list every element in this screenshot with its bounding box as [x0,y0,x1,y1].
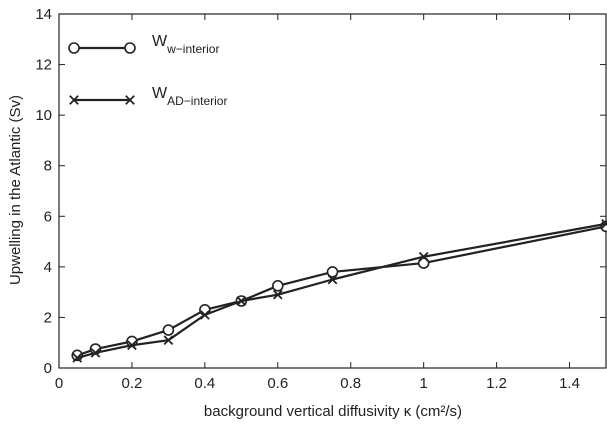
x-marker-stroke [69,95,79,105]
x-marker-stroke [418,251,429,262]
x-marker [327,274,338,285]
y-tick-label: 10 [35,107,52,124]
x-marker-stroke [327,274,338,285]
x-tick-label: 1 [419,375,427,392]
x-axis: 0 0.2 0.4 0.6 0.8 1 1.2 1.4 [55,14,580,392]
y-tick-label: 8 [44,158,52,175]
x-tick-label: 0 [55,375,63,392]
series-ad-interior [72,219,607,363]
x-marker-stroke [125,95,135,105]
x-marker [72,353,83,363]
x-tick-label: 0.4 [194,375,215,392]
x-marker-stroke [90,347,101,358]
y-tick-label: 14 [35,6,52,23]
legend-label-subscript: w−interior [166,42,219,56]
x-marker [69,95,79,105]
circle-marker [162,324,175,336]
circle-marker [326,266,339,278]
y-tick-label: 6 [44,208,52,225]
circle-marker [124,42,136,54]
x-marker-stroke [163,335,174,346]
series-layer [71,219,607,363]
y-tick-label: 0 [44,360,52,377]
x-marker-stroke [72,353,83,363]
x-marker [200,310,210,320]
circle-marker [417,257,430,269]
x-marker [601,219,607,229]
x-marker-stroke [272,289,283,300]
series-w-interior [71,220,607,362]
series-line [76,225,607,357]
x-marker [272,289,283,300]
series-line [76,222,607,359]
circle-marker [68,42,80,54]
legend-entry: WAD−interior [69,85,227,108]
x-tick-label: 0.2 [122,375,143,392]
x-marker [125,95,135,105]
x-tick-label: 1.2 [486,375,507,392]
plot-border [58,13,607,369]
x-marker [127,340,137,351]
x-tick-label: 0.6 [267,375,288,392]
y-tick-label: 2 [44,309,52,326]
x-marker-stroke [236,296,247,306]
x-marker [163,335,174,346]
x-marker-stroke [200,310,210,320]
y-tick-label: 12 [35,57,52,74]
y-tick-label: 4 [44,259,52,276]
x-marker-stroke [601,221,607,229]
plot-frame [58,13,607,369]
x-tick-label: 0.8 [340,375,361,392]
y-axis-label: Upwelling in the Atlantic (Sv) [7,95,24,285]
x-tick-label: 1.4 [559,375,580,392]
legend-label-main: W [152,85,168,102]
x-marker [90,347,101,358]
y-axis: 0 2 4 6 8 10 12 14 [35,6,606,377]
legend-label-subscript: AD−interior [167,94,227,108]
legend-label: Ww−interior [152,33,219,56]
legend-label-main: W [152,33,168,50]
x-axis-label: background vertical diffusivity κ (cm²/s… [204,403,462,420]
x-marker [418,251,429,262]
circle-marker [271,280,284,292]
legend-label: WAD−interior [152,85,227,108]
x-marker [236,296,247,306]
x-marker-stroke [127,340,137,351]
legend-entry: Ww−interior [68,33,219,56]
